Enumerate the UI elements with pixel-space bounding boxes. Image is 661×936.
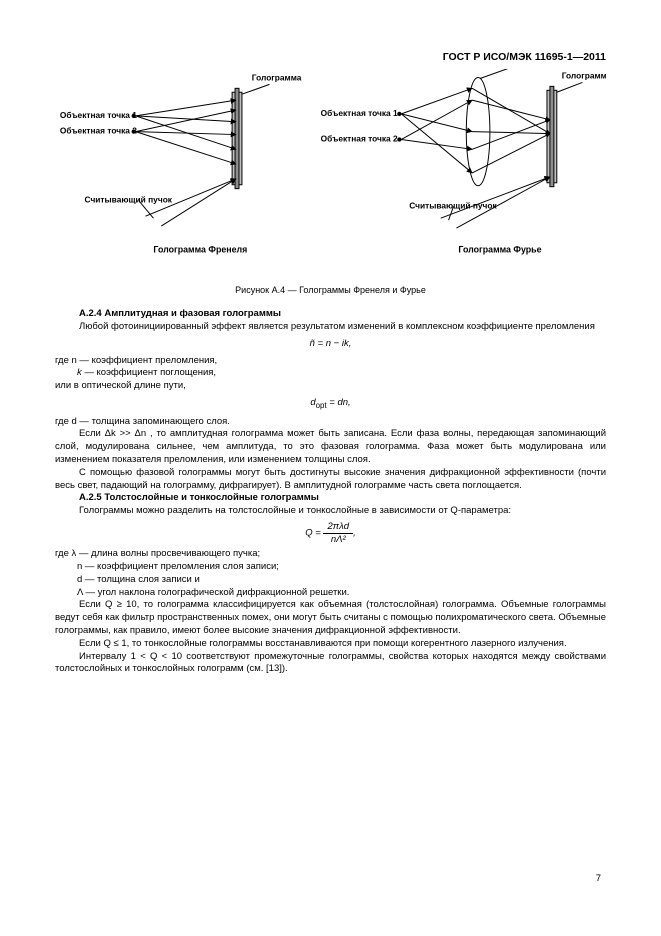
eq-den: nΛ² [323,534,353,545]
left-label-hologram: Голограмма [252,73,302,83]
where-d: d — толщина слоя записи и [55,574,606,587]
where-L: Λ — угол наклона голографической дифракц… [55,587,606,600]
right-label-hologram: Голограмма [562,71,606,81]
where-n: где n — коэффициент преломления, [55,355,606,368]
a24-p2: или в оптической длине пути, [55,380,606,393]
a25-p1: Голограммы можно разделить на толстослой… [55,505,606,518]
doc-header: ГОСТ Р ИСО/МЭК 11695-1—2011 [55,50,606,64]
figure-svg: Голограмма Объектная точка 1 Объектная т… [55,69,606,269]
a25-p4: Интервалу 1 < Q < 10 соответствуют проме… [55,651,606,677]
a24-eq2: dopt = dn, [55,397,606,412]
eq-num: 2πλd [323,522,353,534]
left-label-obj1: Объектная точка 1 [60,110,137,120]
section-a24-title: А.2.4 Амплитудная и фазовая голограммы [79,308,606,321]
left-label-beam: Считывающий пучок [85,195,173,205]
a24-eq1: ñ = n − ik, [55,338,606,351]
section-a25-title: А.2.5 Толстослойные и тонкослойные голог… [79,492,606,505]
where-lambda: где λ — длина волны просвечивающего пучк… [55,548,606,561]
a25-p3: Если Q ≤ 1, то тонкослойные голограммы в… [55,638,606,651]
a24-p4: С помощью фазовой голограммы могут быть … [55,467,606,493]
a24-where2: где d — толщина запоминающего слоя. [55,416,606,429]
right-title: Голограмма Фурье [458,245,541,255]
right-label-beam: Считывающий пучок [409,201,497,211]
eq-text: ñ = n − ik, [310,338,352,349]
a24-where1: где n — коэффициент преломления, k — коэ… [55,355,606,381]
a25-where: где λ — длина волны просвечивающего пучк… [55,548,606,599]
left-label-obj2: Объектная точка 2 [60,126,137,136]
where-n2: n — коэффициент преломления слоя записи; [55,561,606,574]
a24-p1: Любой фотоинициированный эффект является… [55,321,606,334]
a24-p3: Если Δk >> Δn , то амплитудная голограмм… [55,428,606,466]
page: ГОСТ Р ИСО/МЭК 11695-1—2011 Голограмма О… [0,0,661,936]
eq-lhs: Q = [305,528,323,539]
a25-p2: Если Q ≥ 10, то голограмма классифицируе… [55,599,606,637]
figure-caption: Рисунок А.4 — Голограммы Френеля и Фурье [55,284,606,296]
left-title: Голограмма Френеля [153,245,247,255]
right-label-obj2: Объектная точка 2 [321,134,398,144]
a25-eq: Q = 2πλd nΛ² , [55,522,606,544]
right-label-obj1: Объектная точка 1 [321,108,398,118]
eq-tail: , [353,528,356,539]
page-number: 7 [596,873,601,886]
figure-a4: Голограмма Объектная точка 1 Объектная т… [55,69,606,296]
